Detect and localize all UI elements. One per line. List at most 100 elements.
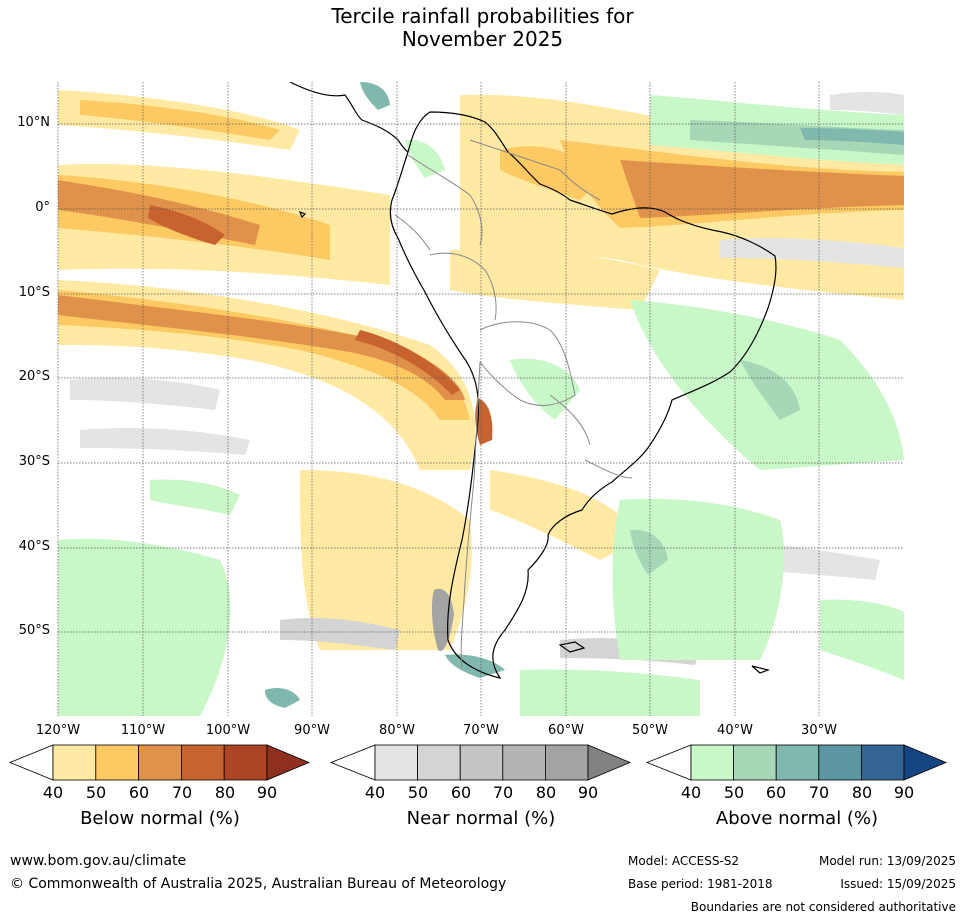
colorbar-below-tick: 80 — [214, 783, 236, 802]
colorbar-above-title: Above normal (%) — [715, 808, 879, 829]
lon-label-80w: 80°W — [379, 723, 415, 738]
lon-label-30w: 30°W — [801, 723, 837, 738]
footer-base-period: Base period: 1981-2018 — [628, 877, 773, 891]
above-patch-south-east-atlantic — [820, 599, 904, 680]
footer-website: www.bom.gov.au/climate — [10, 853, 187, 869]
colorbar-below-tick: 60 — [128, 783, 150, 802]
below-band-central-chile — [475, 398, 493, 445]
below-band-interior-brazil — [450, 248, 660, 310]
below-band-west-patagonia — [300, 470, 472, 650]
colorbar-above-tick: 90 — [893, 783, 915, 802]
colorbar-below-segment — [138, 744, 182, 781]
colorbar-near-segment — [374, 744, 418, 781]
colorbar-near-tick: 40 — [364, 783, 386, 802]
colorbar-below-segment — [95, 744, 140, 781]
below-band-north-pacific-mid — [80, 100, 280, 140]
map-title-line-1: Tercile rainfall probabilities for — [331, 4, 634, 28]
colorbar-above-tick: 40 — [680, 783, 702, 802]
above-patch-east-brazil-mid — [740, 360, 800, 420]
colorbar-above-tick: 50 — [723, 783, 745, 802]
map-area — [58, 82, 904, 716]
above-patch-south-atlantic-mid — [630, 529, 668, 575]
colorbar-near-tick: 50 — [407, 783, 429, 802]
colorbar-below — [8, 744, 311, 781]
near-patch-atlantic-east — [720, 237, 904, 268]
border-ecuador — [394, 214, 431, 251]
above-patch-colombia — [405, 139, 445, 178]
coastline-south-georgia — [751, 665, 771, 674]
colorbar-above-segment — [861, 744, 905, 781]
colorbar-above-segment — [775, 744, 820, 781]
border-colombia — [407, 154, 483, 246]
lon-label-50w: 50°W — [632, 723, 668, 738]
near-patch-pacific-3 — [280, 618, 400, 650]
colorbar-near-segment — [502, 744, 546, 781]
coastline-central-america — [289, 82, 409, 153]
above-patch-tropical-atlantic-mid — [690, 120, 904, 155]
lon-label-110w: 110°W — [120, 723, 166, 738]
lat-label-40s: 40°S — [18, 539, 50, 554]
coastline-south-america — [389, 111, 777, 679]
lat-label-30s: 30°S — [18, 454, 50, 469]
border-venezuela — [469, 139, 601, 201]
footer-boundaries-note: Boundaries are not considered authoritat… — [690, 900, 956, 914]
colorbar-near-segment — [459, 744, 504, 781]
colorbar-above-segment — [690, 744, 734, 781]
above-patch-south-pacific-2 — [150, 479, 240, 515]
colorbar-below-tick: 50 — [85, 783, 107, 802]
above-patch-south-atlantic — [612, 498, 784, 660]
colorbars — [8, 744, 948, 781]
border-paraguay — [549, 394, 591, 446]
colorbar-above-tick: 60 — [765, 783, 787, 802]
lat-label-10n: 10°N — [17, 115, 50, 130]
colorbar-below-segment — [180, 744, 225, 781]
colorbar-near-title: Near normal (%) — [406, 808, 556, 829]
colorbar-below-tick: 40 — [42, 783, 64, 802]
lat-label-0: 0° — [35, 200, 50, 215]
below-band-equatorial-pacific-peak — [148, 205, 225, 245]
below-band-south-america-south — [490, 470, 640, 560]
colorbar-above-extend-low — [645, 744, 692, 781]
above-patch-tropical-atlantic-core — [800, 128, 904, 145]
colorbar-below-segment — [223, 744, 268, 781]
above-patch-pacific-deep — [265, 688, 300, 708]
border-chile-argentina — [460, 361, 481, 669]
footer-issued: Issued: 15/09/2025 — [840, 877, 956, 891]
colorbar-near — [329, 744, 632, 781]
footer-copyright: © Commonwealth of Australia 2025, Austra… — [10, 876, 507, 892]
lat-label-20s: 20°S — [18, 369, 50, 384]
lon-label-90w: 90°W — [294, 723, 330, 738]
below-band-chile-peak — [355, 330, 460, 395]
above-patch-central-america — [360, 82, 390, 110]
footer-model-run: Model run: 13/09/2025 — [818, 854, 956, 868]
footer-model: Model: ACCESS-S2 — [628, 854, 740, 868]
coastlines — [289, 82, 777, 679]
below-band-north-brazil — [500, 146, 600, 200]
colorbar-near-tick: 80 — [535, 783, 557, 802]
map-title-line-2: November 2025 — [401, 27, 564, 51]
colorbar-near-extend-low — [329, 744, 376, 781]
lon-label-40w: 40°W — [717, 723, 753, 738]
colorbar-above — [645, 744, 948, 781]
above-patch-south-pacific — [58, 538, 231, 716]
colorbar-below-tick: 90 — [256, 783, 278, 802]
border-peru-brazil — [429, 252, 497, 321]
colorbar-near-tick: 60 — [450, 783, 472, 802]
near-patch-pacific-2 — [80, 428, 250, 455]
map-gridlines — [57, 82, 904, 716]
lat-label-50s: 50°S — [18, 623, 50, 638]
lon-label-100w: 100°W — [205, 723, 251, 738]
near-patch-patagonia — [431, 588, 454, 651]
lon-label-60w: 60°W — [548, 723, 584, 738]
above-patch-cape-horn — [445, 654, 505, 678]
colorbar-near-tick: 70 — [492, 783, 514, 802]
above-patch-far-south-atlantic — [520, 669, 700, 716]
near-patch-pacific-1 — [70, 378, 220, 410]
above-normal-shading — [58, 82, 904, 716]
colorbar-above-tick: 80 — [851, 783, 873, 802]
below-band-atlantic-equatorial-core — [620, 160, 904, 218]
colorbar-below-segment — [52, 744, 97, 781]
near-patch-north-1 — [830, 91, 904, 115]
colorbar-below-tick: 70 — [171, 783, 193, 802]
